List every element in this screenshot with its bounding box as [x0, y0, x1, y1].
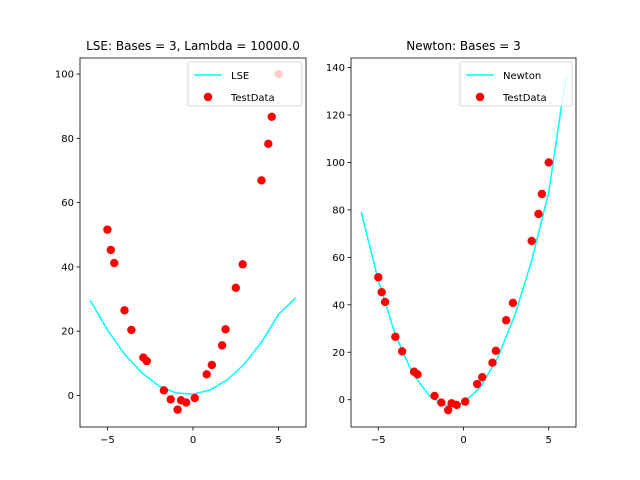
data-point: [173, 405, 182, 414]
x-tick-label: 0: [460, 435, 466, 446]
legend-label: LSE: [231, 71, 249, 82]
y-tick-label: 80: [61, 134, 74, 145]
y-tick-label: 80: [332, 205, 345, 216]
data-point: [190, 393, 199, 403]
data-point: [257, 176, 266, 185]
y-tick-label: 0: [68, 391, 74, 402]
y-tick-label: 0: [339, 395, 345, 406]
data-point: [391, 332, 400, 342]
y-tick-label: 140: [326, 63, 345, 74]
y-tick-label: 100: [326, 158, 345, 169]
data-point: [413, 370, 422, 379]
data-point: [491, 346, 501, 356]
y-tick-label: 20: [61, 327, 74, 338]
data-point: [221, 325, 230, 334]
data-point: [120, 306, 129, 315]
y-tick-label: 60: [61, 198, 74, 209]
data-point: [544, 158, 553, 167]
data-point: [103, 225, 112, 234]
legend-box: [187, 61, 303, 107]
legend: LSE TestData: [187, 61, 303, 107]
data-point: [430, 391, 439, 401]
data-point: [207, 360, 217, 370]
legend-label: Newton: [503, 71, 541, 82]
data-point: [374, 273, 383, 282]
x-tick-label: 0: [190, 435, 196, 446]
legend-box: [459, 61, 573, 107]
data-point: [106, 245, 116, 255]
y-tick-label: 60: [332, 253, 345, 264]
data-point: [443, 405, 453, 415]
data-point: [461, 397, 470, 406]
x-tick-label: 5: [275, 435, 281, 446]
legend-marker-swatch: [203, 92, 213, 102]
data-point: [377, 288, 386, 297]
data-point: [534, 209, 543, 219]
data-point: [488, 358, 497, 367]
data-point: [159, 386, 169, 395]
data-point: [527, 236, 536, 246]
data-point: [202, 370, 211, 379]
data-point: [452, 400, 461, 410]
x-tick-label: −5: [371, 435, 386, 446]
data-point: [380, 297, 390, 307]
series-line-lse: [89, 297, 297, 395]
x-tick-label: 5: [546, 435, 552, 446]
data-point: [478, 372, 487, 382]
data-point: [264, 139, 273, 149]
chart-title: LSE: Bases = 3, Lambda = 10000.0: [86, 39, 300, 53]
y-tick-label: 100: [55, 70, 74, 81]
legend-label: TestData: [502, 93, 547, 104]
data-point: [142, 356, 151, 366]
y-tick-label: 120: [326, 110, 345, 121]
data-point: [508, 298, 518, 308]
data-point: [472, 379, 482, 389]
data-point: [397, 347, 407, 356]
data-point: [238, 260, 247, 269]
chart-title: Newton: Bases = 3: [406, 39, 520, 53]
y-tick-label: 40: [61, 262, 74, 273]
data-point: [501, 316, 511, 325]
chart-panel-1: −5 0 5 0 20 40 60 80 100 LSE: Bases = 3, Lambda =…: [55, 39, 307, 446]
x-tick-label: −5: [100, 435, 115, 446]
data-point: [437, 398, 446, 407]
legend-marker-swatch: [475, 92, 485, 102]
data-point: [217, 341, 227, 350]
data-point: [537, 189, 547, 199]
y-tick-label: 40: [332, 300, 345, 311]
axes-frame: [350, 57, 577, 428]
data-point: [231, 283, 240, 293]
y-tick-label: 20: [332, 348, 345, 359]
legend-label: TestData: [230, 93, 275, 104]
data-point: [267, 112, 276, 122]
data-point: [166, 395, 175, 404]
chart-panel-2: −5 0 5 0 20 40 60 80 100 120 140 Newton: Bases = 3 N…: [326, 39, 577, 446]
data-point: [127, 325, 136, 335]
legend: Newton TestData: [459, 61, 573, 107]
data-point: [181, 398, 191, 407]
data-point: [110, 258, 119, 268]
